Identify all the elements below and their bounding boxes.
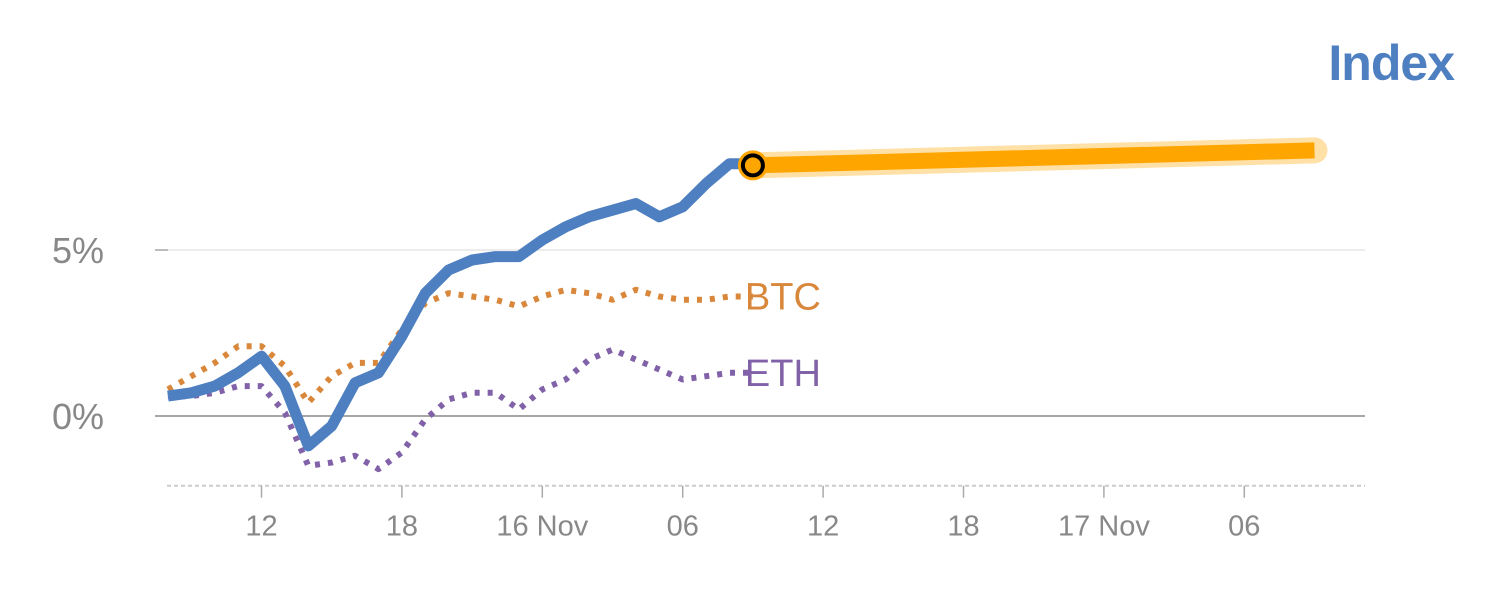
eth-line — [167, 346, 753, 473]
forecast-band — [752, 142, 1315, 174]
btc-label: BTC — [745, 276, 821, 318]
x-tick-label: 18 — [386, 511, 418, 543]
x-tick-label: 06 — [1228, 511, 1260, 543]
eth-label: ETH — [745, 353, 821, 395]
x-tick-label: 12 — [807, 511, 839, 543]
x-tick-label: 17 Nov — [1058, 511, 1150, 543]
btc-line — [166, 286, 753, 406]
chart-title: Index — [1328, 35, 1455, 91]
index-line — [167, 158, 753, 452]
y-tick-label: 5% — [52, 230, 104, 271]
x-tick-label: 18 — [947, 511, 979, 543]
x-tick-label: 06 — [667, 511, 699, 543]
x-tick-label: 12 — [245, 511, 277, 543]
y-tick-label: 0% — [52, 396, 104, 437]
x-tick-label: 16 Nov — [496, 511, 588, 543]
current-marker — [740, 153, 765, 178]
